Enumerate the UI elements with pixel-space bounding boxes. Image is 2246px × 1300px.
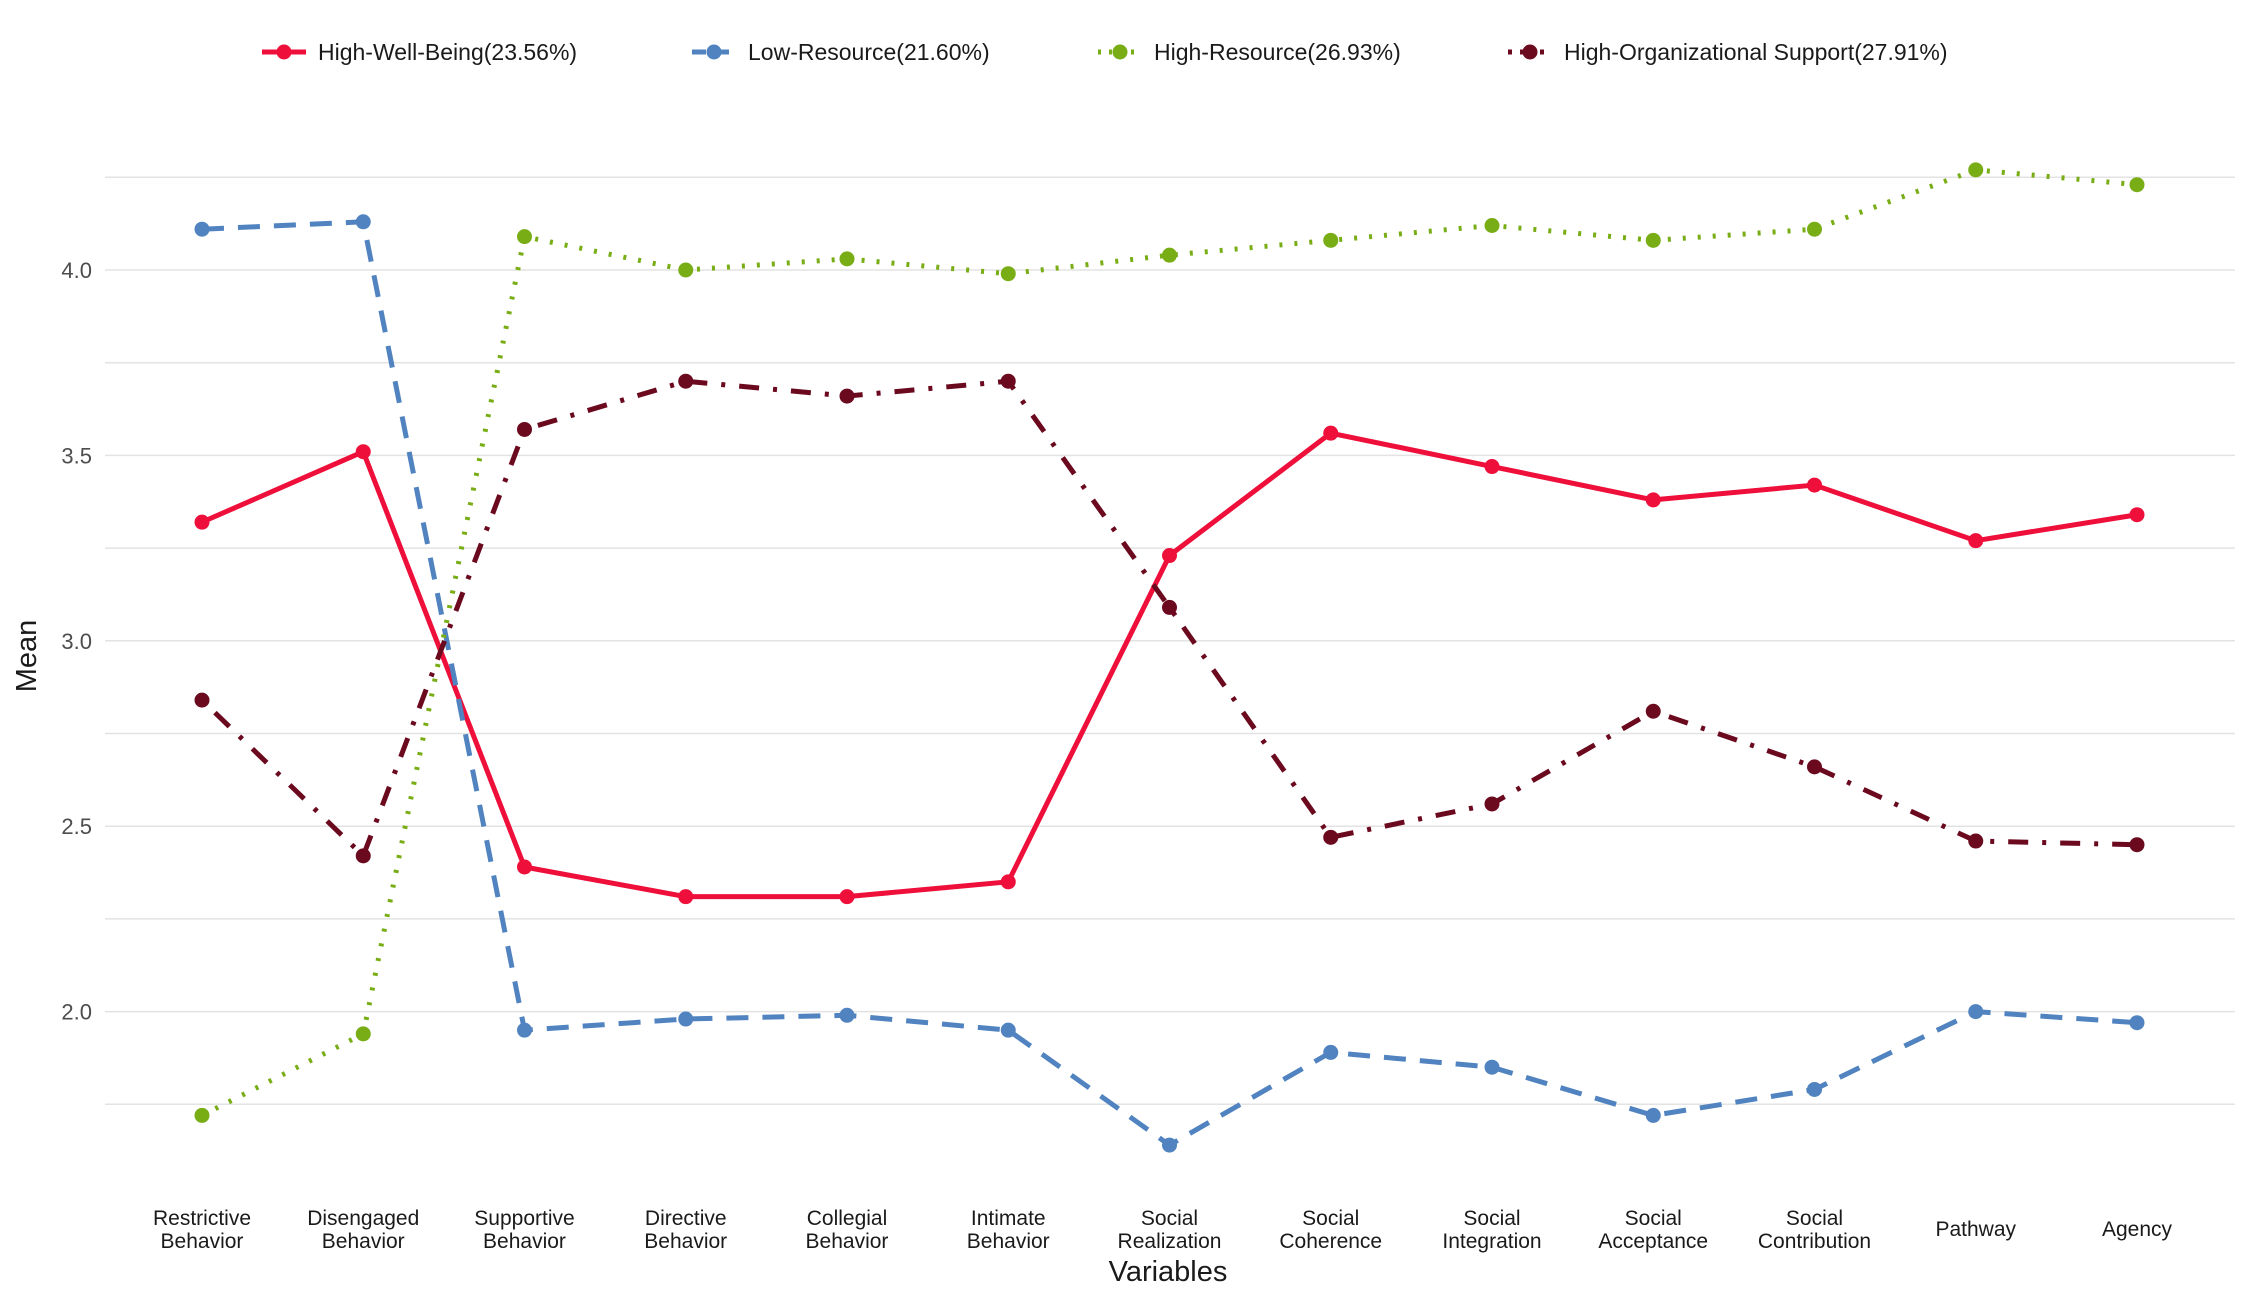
- data-point: [1968, 533, 1984, 549]
- data-point: [1484, 1059, 1500, 1075]
- x-tick-label: Social Realization: [1118, 1207, 1222, 1253]
- data-point: [1807, 759, 1822, 775]
- data-point: [194, 692, 210, 708]
- x-tick-label: Social Integration: [1442, 1207, 1541, 1253]
- data-point: [1162, 548, 1177, 564]
- data-point: [1000, 874, 1016, 890]
- series-low-resource: [194, 214, 2145, 1153]
- chart-legend: High-Well-Being(23.56%) Low-Resource(21.6…: [262, 39, 1948, 65]
- data-point: [355, 214, 371, 230]
- data-point: [1000, 1022, 1016, 1038]
- data-point: [194, 514, 210, 530]
- data-point: [839, 251, 855, 267]
- data-point: [1645, 1107, 1661, 1123]
- data-point: [1484, 796, 1500, 812]
- data-point: [1000, 373, 1016, 389]
- x-tick-label: Directive Behavior: [644, 1207, 727, 1253]
- series-high-organizational-support: [194, 373, 2145, 864]
- legend-item-low-resource: Low-Resource(21.60%): [692, 39, 990, 65]
- grid-lines: [105, 176, 2235, 1106]
- y-tick-label: 3.5: [61, 443, 92, 468]
- data-point: [1000, 266, 1016, 282]
- x-tick-label: Social Coherence: [1279, 1207, 1382, 1253]
- data-point: [1162, 599, 1177, 615]
- data-point: [355, 444, 371, 460]
- y-tick-label: 4.0: [61, 258, 92, 283]
- data-point: [678, 373, 694, 389]
- data-point: [1968, 1004, 1984, 1020]
- y-tick-label: 2.0: [61, 1000, 92, 1025]
- data-point: [839, 1007, 855, 1023]
- data-point: [2129, 507, 2145, 523]
- y-tick-label: 3.0: [61, 629, 92, 654]
- x-tick-label: Disengaged Behavior: [307, 1207, 419, 1253]
- data-point: [517, 859, 532, 875]
- legend-item-high-well-being: High-Well-Being(23.56%): [262, 39, 577, 65]
- series-line: [201, 219, 2138, 1148]
- y-tick-label: 2.5: [61, 814, 92, 839]
- data-point: [2129, 177, 2145, 193]
- legend-label: High-Resource(26.93%): [1154, 39, 1401, 65]
- legend-label: Low-Resource(21.60%): [748, 39, 990, 65]
- x-axis-title: Variables: [1109, 1256, 1228, 1288]
- data-point: [194, 221, 210, 237]
- legend-label: High-Well-Being(23.56%): [318, 39, 577, 65]
- series-high-well-being: [194, 425, 2145, 905]
- data-point: [678, 262, 694, 278]
- legend-point-key: [706, 44, 722, 60]
- data-point: [517, 229, 532, 245]
- data-point: [2129, 837, 2145, 853]
- x-tick-label: Restrictive Behavior: [153, 1207, 251, 1253]
- data-point: [517, 421, 532, 437]
- legend-label: High-Organizational Support(27.91%): [1564, 39, 1948, 65]
- data-point: [1968, 162, 1984, 178]
- data-point: [1162, 247, 1177, 263]
- data-point: [1162, 1137, 1177, 1153]
- x-tick-label: Social Contribution: [1758, 1207, 1871, 1253]
- data-point: [194, 1107, 210, 1123]
- y-axis-title: Mean: [11, 620, 43, 693]
- legend-item-high-organizational-support: High-Organizational Support(27.91%): [1508, 39, 1948, 65]
- y-axis-ticks: 2.0 2.5 3.0 3.5 4.0: [61, 258, 92, 1025]
- data-point: [1323, 425, 1339, 441]
- data-point: [1484, 459, 1500, 475]
- data-point: [1807, 477, 1822, 493]
- x-tick-label: Agency: [2102, 1218, 2173, 1241]
- data-point: [1645, 703, 1661, 719]
- data-point: [1645, 492, 1661, 508]
- data-point: [355, 848, 371, 864]
- legend-point-key: [1112, 44, 1128, 60]
- legend-point-key: [1522, 44, 1538, 60]
- x-tick-label: Pathway: [1935, 1218, 2016, 1241]
- data-point: [1807, 221, 1822, 237]
- data-point: [678, 1011, 694, 1027]
- data-point: [678, 889, 694, 905]
- data-point: [2129, 1015, 2145, 1031]
- data-point: [1323, 1044, 1339, 1060]
- x-tick-label: Supportive Behavior: [474, 1207, 574, 1253]
- series-line: [200, 430, 2138, 900]
- series-high-resource: [194, 162, 2145, 1123]
- data-point: [1323, 232, 1339, 248]
- data-point: [355, 1026, 371, 1042]
- data-point: [839, 388, 855, 404]
- series-line: [200, 167, 2138, 1118]
- data-point: [839, 889, 855, 905]
- data-point: [1484, 218, 1500, 234]
- data-point: [1968, 833, 1984, 849]
- x-tick-label: Social Acceptance: [1598, 1207, 1708, 1253]
- x-axis-ticks: Restrictive Behavior Disengaged Behavior Sup…: [153, 1207, 2173, 1253]
- data-point: [1645, 232, 1661, 248]
- legend-point-key: [276, 44, 292, 60]
- data-point: [1323, 829, 1339, 845]
- x-tick-label: Collegial Behavior: [806, 1207, 889, 1253]
- x-tick-label: Intimate Behavior: [967, 1207, 1050, 1253]
- legend-item-high-resource: High-Resource(26.93%): [1098, 39, 1401, 65]
- series-lines: [194, 162, 2145, 1153]
- data-point: [1807, 1081, 1822, 1097]
- data-point: [517, 1022, 532, 1038]
